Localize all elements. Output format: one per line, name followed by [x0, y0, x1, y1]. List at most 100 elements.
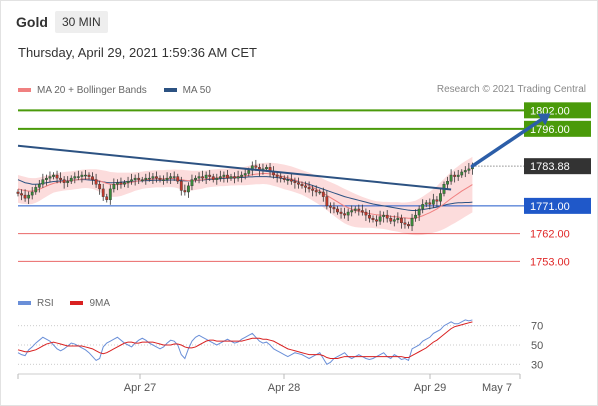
- candle-body: [34, 187, 38, 193]
- candle-body: [400, 217, 403, 224]
- candle-body: [169, 176, 173, 179]
- candle-body: [357, 208, 361, 211]
- time-axis-label-3: May 7: [482, 382, 512, 394]
- candle-body: [453, 174, 457, 177]
- candle-body: [91, 176, 94, 180]
- candle-body: [311, 188, 315, 191]
- candle-body: [360, 210, 364, 213]
- candle-body: [407, 224, 410, 227]
- candle-body: [41, 179, 45, 185]
- candle-body: [275, 174, 279, 177]
- legend-label-rsi: RSI: [37, 297, 54, 309]
- candle-body: [329, 205, 332, 208]
- candle-body: [417, 208, 421, 216]
- candle-body: [119, 182, 123, 185]
- target-arrow-head: [537, 113, 551, 126]
- legend-swatch-9ma: [70, 301, 84, 305]
- resistance-tag-1: [524, 120, 591, 137]
- candle-body: [37, 184, 41, 188]
- candle-body: [183, 190, 187, 193]
- candle-body: [297, 182, 300, 185]
- candle-body: [30, 191, 34, 196]
- time-axis-label-2: Apr 29: [414, 382, 446, 394]
- candle-body: [165, 177, 169, 180]
- candle-body: [243, 173, 247, 176]
- candle-body: [343, 213, 346, 216]
- candle-body: [133, 177, 137, 180]
- candle-body: [414, 214, 417, 219]
- candle-body: [66, 181, 70, 183]
- candle-body: [147, 177, 151, 180]
- candle-body: [115, 182, 119, 185]
- candle-body: [204, 174, 208, 179]
- candle-body: [201, 176, 204, 179]
- candle-body: [314, 190, 318, 193]
- candle-body: [424, 202, 428, 205]
- candle-body: [403, 222, 407, 225]
- legend-label-9ma: 9MA: [89, 297, 111, 309]
- candle-body: [389, 217, 393, 222]
- candle-body: [463, 170, 467, 173]
- rsi-line: [17, 319, 473, 365]
- candle-body: [112, 184, 116, 190]
- candle-body: [208, 174, 212, 177]
- candle-body: [176, 176, 180, 182]
- candle-body: [456, 174, 460, 177]
- candle-body: [229, 176, 233, 179]
- candle-body: [240, 174, 244, 177]
- candle-body: [211, 176, 215, 180]
- candle-body: [23, 194, 27, 199]
- candle-body: [282, 177, 286, 180]
- candle-body: [449, 174, 453, 182]
- candle-body: [226, 174, 229, 179]
- legend-swatch-ma50: [163, 88, 177, 92]
- candle-body: [421, 204, 425, 210]
- candle-body: [130, 179, 133, 182]
- candle-body: [350, 210, 354, 213]
- candle-body: [123, 182, 126, 185]
- candle-body: [332, 207, 336, 210]
- rsi-panel: 30 50 70: [17, 319, 543, 371]
- candle-body: [16, 191, 20, 194]
- rsi-tick-label-30: 30: [531, 359, 543, 371]
- candle-body: [55, 174, 59, 179]
- candle-body: [265, 167, 268, 170]
- candle-body: [307, 187, 311, 190]
- candle-body: [215, 177, 219, 180]
- candle-body: [439, 193, 442, 202]
- candle-body: [27, 194, 31, 199]
- candle-body: [218, 176, 222, 179]
- candle-body: [108, 188, 112, 200]
- rsi-legend: RSI 9MA: [18, 297, 124, 309]
- candle-body: [59, 177, 63, 180]
- legend-swatch-ma20: [18, 88, 31, 92]
- timeframe-badge[interactable]: 30 MIN: [55, 11, 108, 33]
- candle-body: [293, 181, 297, 183]
- price-panel: 1802.00 1796.00 1783.88 1771.00 1762.00 1753.…: [16, 102, 591, 268]
- legend-item-9ma: 9MA: [70, 298, 110, 309]
- candle-body: [52, 174, 55, 177]
- candle-body: [364, 211, 368, 216]
- candle-body: [336, 208, 339, 213]
- candle-body: [435, 199, 439, 202]
- candle-body: [80, 174, 84, 177]
- candle-body: [20, 193, 23, 196]
- candle-body: [137, 177, 141, 180]
- candle-body: [428, 202, 432, 205]
- candle-body: [325, 196, 329, 207]
- rsi-tick-label-70: 70: [531, 321, 543, 333]
- datetime-label: Thursday, April 29, 2021 1:59:36 AM CET: [18, 45, 257, 60]
- candle-body: [378, 216, 382, 222]
- main-legend: MA 20 + Bollinger Bands MA 50: [18, 84, 225, 96]
- resistance-label-1: 1796.00: [530, 124, 570, 136]
- candle-body: [73, 176, 77, 179]
- time-axis: Apr 27 Apr 28 Apr 29 May 7: [17, 373, 521, 394]
- candle-body: [155, 176, 158, 179]
- target-arrow-shaft: [470, 117, 544, 168]
- candle-body: [289, 179, 293, 182]
- rsi-9ma-line: [17, 321, 473, 359]
- candle-body: [247, 170, 251, 174]
- candle-body: [190, 179, 194, 187]
- candle-body: [385, 214, 389, 219]
